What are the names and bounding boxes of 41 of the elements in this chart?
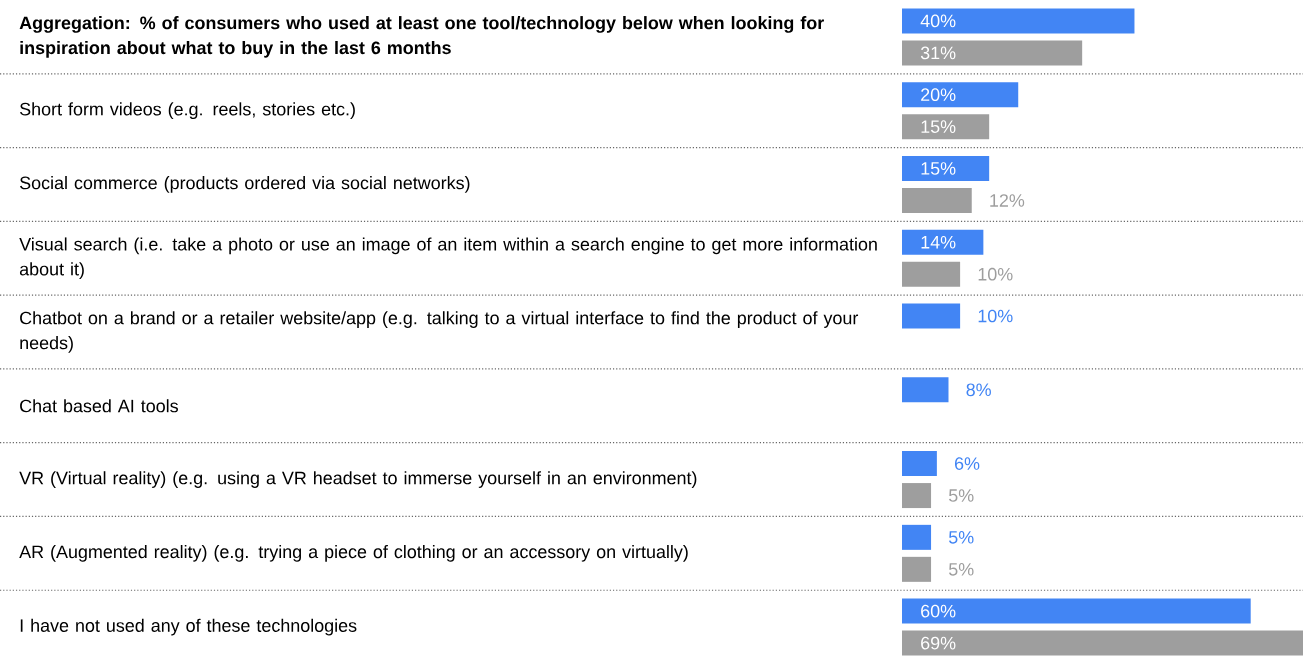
data-label: 5% xyxy=(948,531,974,544)
y-tick-label: I have not used any of these technologies xyxy=(20,618,357,636)
data-label: 10% xyxy=(978,267,1013,281)
bar xyxy=(902,524,932,550)
data-label: 14% xyxy=(921,235,956,249)
data-label: 10% xyxy=(978,309,1013,323)
data-label: 12% xyxy=(990,194,1025,207)
y-tick-label: Chatbot on a brand or a retailer website/app (e.g. talking to a virtual interface to find the product of your needs) xyxy=(20,311,859,353)
bar xyxy=(902,451,937,477)
data-label: 15% xyxy=(921,162,956,175)
bar xyxy=(902,261,961,287)
y-tick-label: Social commerce (products ordered via social networks) xyxy=(19,176,470,193)
data-label: 8% xyxy=(966,383,991,397)
y-tick-label: Short form videos (e.g. reels, stories etc.) xyxy=(19,102,355,120)
y-tick-label: AR (Augmented reality) (e.g. trying a piece of clothing or an accessory on virtually) xyxy=(19,544,688,562)
data-label: 60% xyxy=(921,604,956,618)
bar xyxy=(902,598,1251,624)
data-label: 6% xyxy=(954,457,980,470)
y-tick-label: VR (Virtual reality) (e.g. using a VR headset to immerse yourself in an environment) xyxy=(19,471,697,488)
bar xyxy=(902,8,1135,34)
data-label: 69% xyxy=(921,636,956,650)
data-label: 15% xyxy=(921,120,956,133)
bar xyxy=(902,303,961,329)
data-label: 20% xyxy=(921,88,956,102)
bar xyxy=(902,187,972,213)
bar xyxy=(902,82,1019,108)
bar xyxy=(902,377,949,403)
data-label: 5% xyxy=(948,489,974,502)
data-label: 40% xyxy=(920,14,956,28)
data-label: 31% xyxy=(920,46,956,60)
bar xyxy=(902,229,984,255)
bar xyxy=(902,155,990,181)
bar xyxy=(902,40,1083,66)
bar xyxy=(902,556,932,582)
bar xyxy=(902,630,1303,656)
bar xyxy=(902,114,990,140)
bar xyxy=(902,483,932,509)
y-tick-label: Visual search (i.e. take a photo or use an image of an item within a search engine to get more information about it) xyxy=(19,237,877,280)
data-label: 5% xyxy=(948,563,974,576)
y-tick-label: Chat based AI tools xyxy=(20,399,178,413)
y-tick-label: Aggregation: % of consumers who used at least one tool/technology below when looking for inspiration about what to buy in the last 6 months xyxy=(19,16,824,58)
